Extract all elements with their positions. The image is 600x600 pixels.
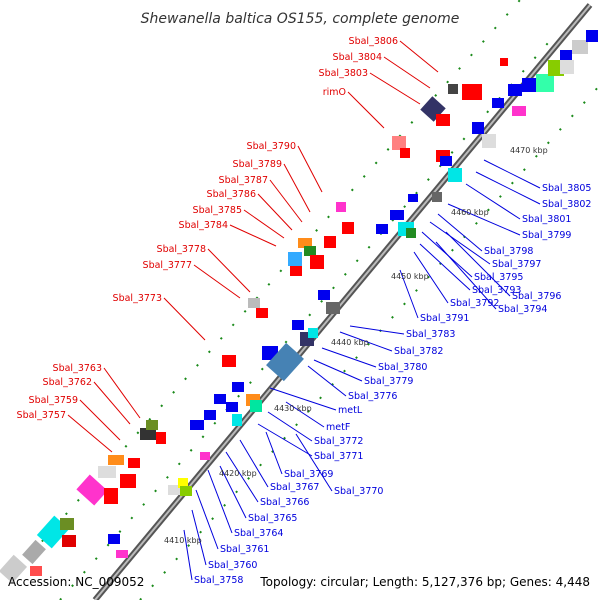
gene-label: Sbal_3770 — [334, 486, 383, 497]
gene-label: Sbal_3764 — [234, 528, 283, 539]
gene-label: Sbal_3779 — [364, 376, 413, 387]
gene-label: Sbal_3763 — [53, 363, 102, 374]
gene-label: Sbal_3805 — [542, 183, 591, 194]
gene-label: Sbal_3796 — [512, 291, 561, 302]
bottom-label-leaders — [183, 159, 541, 581]
gene-label: Sbal_3804 — [333, 52, 382, 63]
reverse-genes — [108, 30, 598, 558]
genome-backbone — [92, 3, 593, 600]
gene-label: Sbal_3767 — [270, 482, 319, 493]
gene-label: Sbal_3791 — [420, 313, 469, 324]
gene-label: Sbal_3790 — [247, 141, 296, 152]
gene-label: Sbal_3806 — [349, 36, 398, 47]
tick-label: 4420 kbp — [219, 469, 257, 478]
gene-label: Sbal_3787 — [219, 175, 268, 186]
gene-label: Sbal_3771 — [314, 451, 363, 462]
gene-label: Sbal_3761 — [220, 544, 269, 555]
tick-label: 4470 kbp — [510, 146, 548, 155]
gene-label: Sbal_3762 — [43, 377, 92, 388]
gene-label: Sbal_3803 — [319, 68, 368, 79]
gene-label: Sbal_3795 — [474, 272, 523, 283]
diagram-title: Shewanella baltica OS155, complete genom… — [141, 11, 460, 27]
topology-text: Topology: circular; Length: 5,127,376 bp… — [259, 575, 590, 589]
gene-label: Sbal_3776 — [348, 391, 397, 402]
gene-label: Sbal_3765 — [248, 513, 297, 524]
tick-label: 4430 kbp — [274, 404, 312, 413]
gene-label: Sbal_3789 — [233, 159, 282, 170]
gene-label: Sbal_3760 — [208, 560, 257, 571]
gene-label: Sbal_3784 — [179, 220, 228, 231]
gene-label: Sbal_3778 — [157, 244, 206, 255]
tick-label: 4410 kbp — [164, 536, 202, 545]
gene-label: Sbal_3793 — [472, 285, 521, 296]
gene-label: Sbal_3792 — [450, 298, 499, 309]
top-label-leaders — [67, 40, 439, 453]
gene-label: Sbal_3798 — [484, 246, 533, 257]
accession-text: Accession: NC_009052 — [8, 575, 144, 589]
top-gene-labels: Sbal_3806 Sbal_3804 Sbal_3803 rimO Sbal_… — [17, 36, 398, 421]
gene-label: Sbal_3769 — [284, 469, 333, 480]
gene-label: Sbal_3797 — [492, 259, 541, 270]
gene-label: Sbal_3777 — [143, 260, 192, 271]
gene-label: Sbal_3802 — [542, 199, 591, 210]
gene-label: Sbal_3780 — [378, 362, 427, 373]
gene-label: Sbal_3799 — [522, 230, 571, 241]
gene-label: Sbal_3786 — [207, 189, 256, 200]
gene-label: Sbal_3757 — [17, 410, 66, 421]
gene-label: Sbal_3783 — [406, 329, 455, 340]
gene-label: Sbal_3773 — [113, 293, 162, 304]
gene-label: Sbal_3772 — [314, 436, 363, 447]
gene-label: Sbal_3766 — [260, 497, 309, 508]
gene-label: metF — [326, 422, 350, 433]
gene-label: Sbal_3794 — [498, 304, 547, 315]
gene-label: Sbal_3758 — [194, 575, 243, 586]
kbp-ticks: 4410 kbp 4420 kbp 4430 kbp 4440 kbp 4450… — [164, 146, 548, 545]
gene-label: Sbal_3785 — [193, 205, 242, 216]
gene-label: Sbal_3801 — [522, 214, 571, 225]
gene-label: rimO — [323, 87, 346, 98]
gene-label: metL — [338, 405, 363, 416]
tick-label: 4460 kbp — [451, 208, 489, 217]
tick-label: 4440 kbp — [331, 338, 369, 347]
forward-genes — [0, 58, 508, 584]
gene-label: Sbal_3782 — [394, 346, 443, 357]
bottom-gene-labels: Sbal_3805 Sbal_3802 Sbal_3801 Sbal_3799 … — [194, 183, 591, 586]
tick-label: 4450 kbp — [391, 272, 429, 281]
gene-label: Sbal_3759 — [29, 395, 78, 406]
